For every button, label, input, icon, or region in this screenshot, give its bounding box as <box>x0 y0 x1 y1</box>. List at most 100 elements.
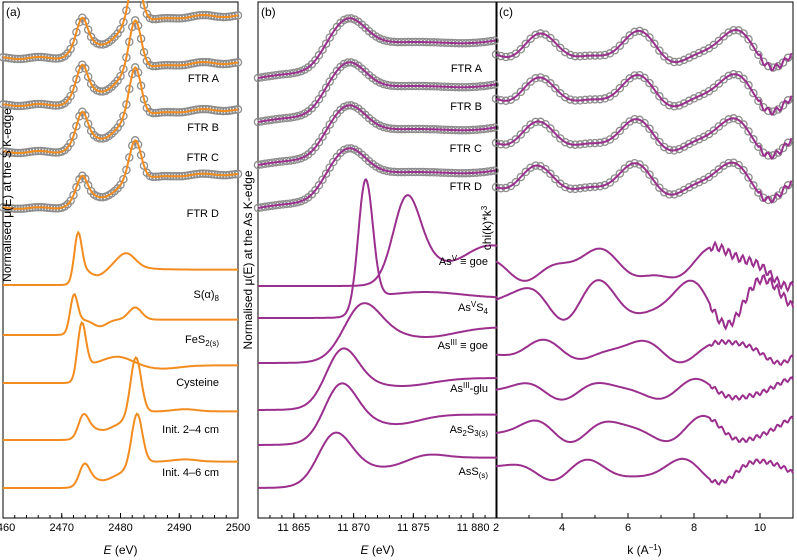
data-point <box>744 127 753 136</box>
data-point <box>551 129 560 138</box>
data-point <box>511 135 521 144</box>
data-point <box>83 25 93 34</box>
x-axis-title-part: k (A <box>627 543 648 557</box>
y-axis-title: chi(k)*k3 <box>480 205 494 250</box>
data-point <box>744 173 753 182</box>
data-point <box>724 115 733 124</box>
data-point <box>546 33 555 43</box>
data-point <box>139 161 149 170</box>
data-point <box>318 45 327 54</box>
data-point <box>69 84 78 94</box>
data-point <box>694 178 704 187</box>
data-point <box>645 124 654 134</box>
data-point <box>754 188 763 197</box>
reference-line <box>495 414 794 444</box>
curve-label-part: FTR A <box>188 73 220 85</box>
reference-line <box>258 347 498 411</box>
data-point <box>625 160 634 170</box>
data-point <box>620 36 629 45</box>
data-point <box>689 94 699 103</box>
reference-line <box>495 376 794 401</box>
curve-label: AsIII-glu <box>450 381 488 395</box>
data-point <box>541 164 550 174</box>
y-axis-title: Normalised μ(E) at the S K-edge <box>0 108 14 282</box>
x-axis-title-part: (eV) <box>112 543 138 557</box>
data-point <box>749 181 758 190</box>
data-point <box>615 126 625 136</box>
curve-label-part: -glu <box>470 383 488 395</box>
curve-label: Init. 4–6 cm <box>162 467 219 479</box>
curve-label-part: FTR C <box>187 152 219 164</box>
data-point <box>754 96 763 106</box>
data-point <box>531 30 540 40</box>
chart-curves <box>0 0 794 489</box>
data-point <box>699 46 709 56</box>
data-point <box>754 50 763 60</box>
data-point <box>511 49 521 58</box>
panel-label: (a) <box>6 5 21 19</box>
data-point <box>739 120 748 129</box>
data-point <box>640 73 649 83</box>
reference-line <box>258 382 497 446</box>
data-point <box>744 35 753 44</box>
data-point <box>561 137 570 147</box>
data-point <box>665 56 674 65</box>
data-point <box>749 88 758 98</box>
data-point <box>321 83 331 92</box>
curve-label: FTR C <box>187 152 219 164</box>
x-axis-title-part: −1 <box>649 543 659 552</box>
curve-label: Cysteine <box>176 377 219 389</box>
curve-label-part: AsS <box>458 466 478 478</box>
curve-label-part: As <box>450 383 463 395</box>
y-axis-title-part: chi(k)*k <box>480 209 494 250</box>
data-point <box>66 91 75 101</box>
data-point <box>724 28 733 37</box>
data-point <box>615 84 625 93</box>
curve-label-part: S(α) <box>194 289 215 301</box>
curve-label-part: ≡ goe <box>457 340 488 352</box>
curve-label-part: FTR B <box>187 122 219 134</box>
data-point <box>754 142 763 152</box>
x-tick-label: 6 <box>625 522 631 534</box>
data-point <box>684 139 694 149</box>
data-point <box>551 174 560 184</box>
data-point <box>650 39 659 49</box>
curve-label-part: Init. 4–6 cm <box>162 467 219 479</box>
curve-label: FTR C <box>450 143 482 155</box>
fit-line <box>2 139 239 210</box>
data-point <box>321 126 331 135</box>
curve-label: Init. 2–4 cm <box>162 424 219 436</box>
data-point <box>655 92 664 101</box>
data-point <box>551 84 560 93</box>
reference-line <box>3 230 238 286</box>
curve-label: S(α)8 <box>194 289 220 303</box>
data-point <box>116 118 125 128</box>
x-axis-title-part: E <box>360 543 369 557</box>
fit-line <box>257 17 496 79</box>
data-point <box>719 161 728 170</box>
data-point <box>561 182 570 192</box>
curve-label: AsIII ≡ goe <box>438 338 488 352</box>
x-tick-label: 2490 <box>167 522 191 534</box>
data-point <box>679 99 689 108</box>
data-point <box>83 119 93 128</box>
data-point <box>674 188 684 197</box>
data-point <box>665 100 674 110</box>
x-axis-title: E (eV) <box>360 543 394 557</box>
curve-label: AsV ≡ goe <box>439 254 488 268</box>
x-axis-title: E (eV) <box>103 543 137 557</box>
curve-label-part: FTR D <box>450 181 482 193</box>
x-tick-label: 11 875 <box>397 522 430 534</box>
curve-label-part: FTR A <box>451 63 483 75</box>
data-point <box>650 177 659 186</box>
data-point <box>561 92 570 102</box>
data-point <box>491 138 501 148</box>
data-point <box>749 135 758 144</box>
fit-line <box>257 104 496 166</box>
curve-label-part: As <box>450 424 463 436</box>
data-point <box>511 92 521 101</box>
data-point <box>69 190 78 200</box>
x-tick-label: 2480 <box>108 522 132 534</box>
data-point <box>69 37 78 47</box>
data-point <box>491 50 501 59</box>
